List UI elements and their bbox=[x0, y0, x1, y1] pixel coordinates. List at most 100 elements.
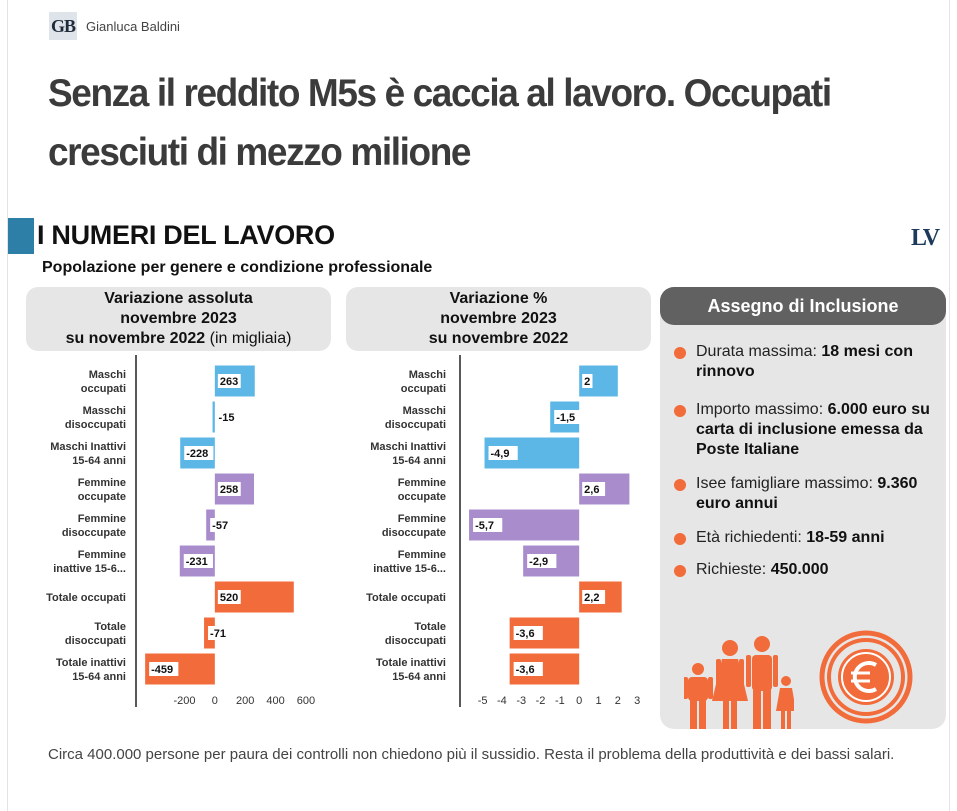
category-label: Masschi disoccupati bbox=[65, 405, 126, 431]
abs-title-unit: (in migliaia) bbox=[209, 330, 292, 347]
category-label-line: disoccupati bbox=[385, 635, 446, 647]
x-tick-label: 600 bbox=[297, 695, 315, 707]
data-label: 263 bbox=[220, 376, 238, 388]
pct-title-line2: novembre 2023 bbox=[440, 310, 557, 327]
data-label: -459 bbox=[151, 664, 173, 676]
category-label-line: inattive 15-6... bbox=[53, 563, 126, 575]
panel-item-value: 18-59 anni bbox=[806, 529, 885, 546]
author-byline[interactable]: GB Gianluca Baldini bbox=[49, 12, 180, 40]
category-label-line: Femmine bbox=[78, 549, 126, 561]
x-tick-label: 2 bbox=[615, 695, 621, 707]
pct-title-line1: Variazione % bbox=[449, 290, 548, 307]
category-label: Totale inattivi 15-64 anni bbox=[56, 657, 126, 683]
abs-chart-title: Variazione assoluta novembre 2023 su nov… bbox=[26, 287, 331, 351]
panel-item-label: Durata massima: bbox=[696, 343, 822, 360]
data-label-bg bbox=[582, 374, 593, 388]
data-label-bg bbox=[183, 554, 213, 568]
category-label-line: Femmine bbox=[398, 549, 446, 561]
category-label-line: Maschi bbox=[89, 369, 126, 381]
category-label-line: disoccupate bbox=[382, 527, 446, 539]
data-label: -15 bbox=[219, 412, 235, 424]
x-tick-label: 0 bbox=[576, 695, 582, 707]
data-label-bg bbox=[554, 410, 584, 424]
data-label: -231 bbox=[186, 556, 208, 568]
brand-logo: LV bbox=[911, 225, 940, 251]
category-label-line: Masschi bbox=[83, 405, 126, 417]
category-label: Totale disoccupati bbox=[65, 621, 126, 647]
data-label: -5,7 bbox=[475, 520, 494, 532]
category-label: Totale occupati bbox=[366, 592, 446, 604]
category-label: Maschi occupati bbox=[81, 369, 126, 395]
category-label-line: Maschi Inattivi bbox=[50, 441, 126, 453]
section-accent-bar bbox=[8, 218, 34, 254]
left-border bbox=[7, 0, 8, 811]
right-border bbox=[949, 0, 950, 811]
category-label: Femmine inattive 15-6... bbox=[373, 549, 446, 575]
author-name[interactable]: Gianluca Baldini bbox=[86, 18, 180, 34]
panel-item-value: 450.000 bbox=[770, 561, 829, 578]
data-label: -57 bbox=[212, 520, 228, 532]
category-label: Masschi disoccupati bbox=[385, 405, 446, 431]
panel-item-label: Importo massimo: bbox=[696, 401, 828, 418]
category-label: Femmine inattive 15-6... bbox=[53, 549, 126, 575]
category-label: Totale disoccupati bbox=[385, 621, 446, 647]
x-tick-label: -5 bbox=[478, 695, 488, 707]
assegno-inclusione-panel: Assegno di Inclusione Durata massima: 18… bbox=[660, 287, 946, 729]
data-label: -228 bbox=[186, 448, 208, 460]
abs-title-line1: Variazione assoluta bbox=[104, 290, 253, 307]
panel-item-importo: Importo massimo: 6.000 euro su carta di … bbox=[674, 400, 936, 460]
category-label: Femmine occupate bbox=[78, 477, 126, 503]
data-label-bg bbox=[513, 626, 543, 640]
data-label: 2 bbox=[584, 376, 590, 388]
pct-title-line3: su novembre 2022 bbox=[428, 330, 569, 347]
panel-item-label: Richieste: bbox=[696, 561, 771, 578]
category-label-line: Totale bbox=[414, 621, 446, 633]
panel-item-label: Isee famigliare massimo: bbox=[696, 475, 878, 492]
data-label-bg bbox=[184, 446, 214, 460]
category-label-line: disoccupati bbox=[65, 419, 126, 431]
author-logo[interactable]: GB bbox=[49, 12, 77, 40]
data-label-bg bbox=[208, 626, 231, 640]
absolute-variation-chart: Maschi occupati 263 Masschi disoccupati -15 Ma… bbox=[46, 355, 315, 707]
x-tick-label: 0 bbox=[212, 695, 218, 707]
category-label-line: Masschi bbox=[403, 405, 446, 417]
data-label-bg bbox=[217, 374, 241, 388]
abs-title-period: su novembre 2022 bbox=[65, 330, 206, 347]
category-label-line: Femmine bbox=[398, 477, 446, 489]
category-label: Maschi Inattivi 15-64 anni bbox=[50, 441, 126, 467]
percent-variation-chart: Maschi occupati 2 Masschi disoccupati -1,5 Mas… bbox=[366, 355, 640, 707]
data-label: 2,6 bbox=[584, 484, 599, 496]
abs-title-line3: su novembre 2022 (in migliaia) bbox=[26, 329, 331, 349]
category-label-line: 15-64 anni bbox=[392, 455, 446, 467]
data-label: 258 bbox=[220, 484, 238, 496]
category-label-line: 15-64 anni bbox=[392, 671, 446, 683]
data-label-bg bbox=[527, 554, 557, 568]
category-label-line: occupati bbox=[401, 383, 446, 395]
x-tick-label: -200 bbox=[173, 695, 195, 707]
panel-title: Assegno di Inclusione bbox=[660, 287, 946, 325]
category-label-line: Femmine bbox=[78, 477, 126, 489]
category-label-line: Totale occupati bbox=[46, 592, 126, 604]
category-label: Totale inattivi 15-64 anni bbox=[376, 657, 446, 683]
abs-title-line2: novembre 2023 bbox=[120, 310, 237, 327]
data-label: -4,9 bbox=[491, 448, 510, 460]
panel-item-eta: Età richiedenti: 18-59 anni bbox=[674, 528, 936, 548]
data-label: -3,6 bbox=[516, 664, 535, 676]
data-label: -1,5 bbox=[556, 412, 575, 424]
category-label-line: inattive 15-6... bbox=[373, 563, 446, 575]
category-label-line: Femmine bbox=[398, 513, 446, 525]
panel-list: Durata massima: 18 mesi con rinnovo Impo… bbox=[674, 342, 936, 580]
data-label-bg bbox=[473, 518, 503, 532]
panel-item-label: Età richiedenti: bbox=[696, 529, 807, 546]
data-label-bg bbox=[149, 662, 179, 676]
article-caption: Circa 400.000 persone per paura dei cont… bbox=[48, 746, 895, 763]
bar bbox=[212, 401, 215, 433]
data-label-bg bbox=[210, 518, 234, 532]
data-label: -2,9 bbox=[529, 556, 548, 568]
data-label-bg bbox=[513, 662, 543, 676]
category-label-line: Maschi bbox=[409, 369, 446, 381]
data-label: -3,6 bbox=[516, 628, 535, 640]
x-tick-label: 3 bbox=[634, 695, 640, 707]
pct-chart-title: Variazione % novembre 2023 su novembre 2… bbox=[346, 287, 651, 351]
